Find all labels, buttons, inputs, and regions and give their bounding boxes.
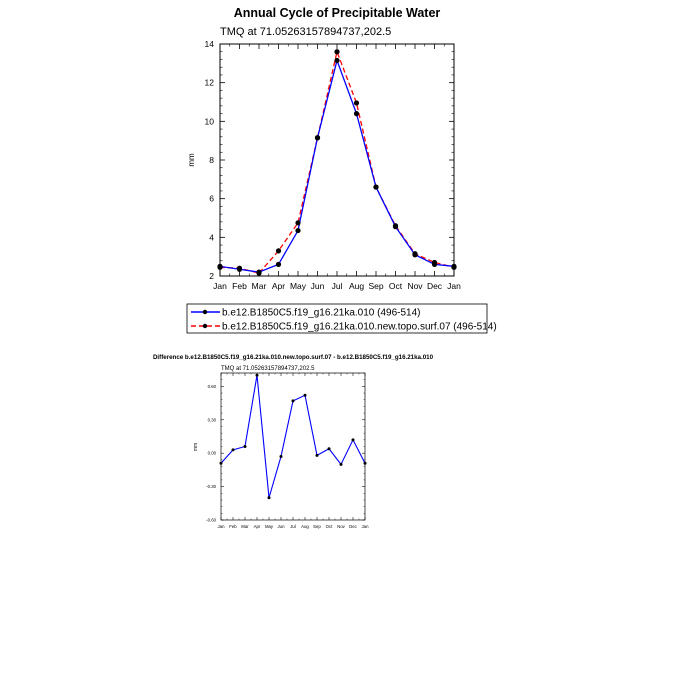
y-tick-label: 8 <box>209 155 214 165</box>
data-point-series-1 <box>219 461 223 465</box>
x-tick-label: Feb <box>232 281 247 291</box>
x-tick-label: Jan <box>213 281 227 291</box>
series-line-1 <box>220 375 366 498</box>
data-point-series-1 <box>291 399 295 403</box>
data-point-series-1 <box>339 462 343 466</box>
y-tick-label: 4 <box>209 232 214 242</box>
data-point-series-1 <box>255 373 259 377</box>
x-tick-label: Oct <box>326 524 333 529</box>
x-tick-label: Apr <box>254 524 261 529</box>
x-tick-label: May <box>265 524 274 529</box>
data-point-series-1 <box>275 261 282 267</box>
y-tick-label: 0.30 <box>208 417 217 422</box>
y-tick-label: 12 <box>205 78 215 88</box>
difference-plot-axes: Jan Feb Mar Apr May Jun Jul Aug Sep Oct Nov Dec Jan-… <box>206 372 370 529</box>
x-tick-label: Dec <box>349 524 357 529</box>
x-tick-label: Feb <box>229 524 237 529</box>
data-point-series-2 <box>431 259 438 266</box>
data-point-series-2 <box>353 100 360 106</box>
data-point-series-1 <box>243 445 247 448</box>
chart-subtitle: TMQ at 71.05263157894737,202.5 <box>220 26 391 38</box>
chart-title: Annual Cycle of Precipitable Water <box>234 6 441 20</box>
y-tick-label: 6 <box>209 194 214 204</box>
x-tick-label: Jun <box>311 281 325 291</box>
y-axis-label: mm <box>187 153 196 167</box>
legend-label-series-1: b.e12.B1850C5.f19_g16.21ka.010 (496-514) <box>222 308 421 319</box>
y-tick-label: -0.60 <box>206 518 216 523</box>
data-point-series-2 <box>236 265 243 271</box>
x-tick-label: Mar <box>252 281 267 291</box>
x-tick-label: Sep <box>313 524 321 529</box>
data-point-series-1 <box>231 448 235 452</box>
x-tick-label: Aug <box>301 524 309 529</box>
plot-axes: Jan Feb Mar Apr May Jun Jul Aug Sep Oct Nov Dec Jan2… <box>205 39 462 291</box>
series-line-1 <box>219 58 455 273</box>
x-tick-label: Jan <box>362 524 370 529</box>
x-tick-label: Jan <box>447 281 461 291</box>
y-tick-label: -0.30 <box>206 484 216 489</box>
x-tick-label: Nov <box>337 524 345 529</box>
difference-series-layer <box>219 373 367 500</box>
y-tick-label: 0.60 <box>208 384 217 389</box>
data-point-series-1 <box>267 496 271 500</box>
data-point-series-1 <box>351 438 355 442</box>
data-point-series-1 <box>363 461 367 465</box>
y-tick-label: 10 <box>205 116 215 126</box>
data-point-series-2 <box>295 220 301 226</box>
data-point-series-2 <box>412 251 418 257</box>
x-tick-label: Apr <box>272 281 285 291</box>
x-tick-label: Jan <box>218 524 226 529</box>
data-point-series-1 <box>279 455 283 459</box>
plot-frame <box>219 43 455 277</box>
x-tick-label: Oct <box>389 281 403 291</box>
data-point-series-2 <box>392 223 399 229</box>
y-tick-label: 0.00 <box>208 451 217 456</box>
data-point-series-2 <box>256 270 262 276</box>
x-tick-label: Dec <box>427 281 443 291</box>
data-point-series-2 <box>275 248 282 254</box>
x-tick-label: Jul <box>290 524 296 529</box>
legend: b.e12.B1850C5.f19_g16.21ka.010 (496-514)… <box>186 303 497 334</box>
difference-chart-title: Difference b.e12.B1850C5.f19_g16.21ka.01… <box>153 354 434 361</box>
data-point-series-1 <box>303 393 307 397</box>
difference-y-axis-label: mm <box>193 443 199 451</box>
difference-chart: Difference b.e12.B1850C5.f19_g16.21ka.01… <box>153 354 434 529</box>
x-tick-label: May <box>290 281 307 291</box>
x-tick-label: Mar <box>241 524 249 529</box>
data-point-series-1 <box>315 453 319 457</box>
x-tick-label: Nov <box>407 281 423 291</box>
annual-cycle-chart: Annual Cycle of Precipitable Water TMQ a… <box>187 6 461 291</box>
plot-frame <box>220 372 366 521</box>
x-tick-label: Sep <box>368 281 383 291</box>
data-point-series-1 <box>353 111 360 117</box>
x-tick-label: Aug <box>349 281 364 291</box>
data-point-series-1 <box>327 447 331 451</box>
data-point-series-2 <box>314 135 321 141</box>
legend-box <box>186 303 488 334</box>
y-tick-label: 14 <box>205 39 215 49</box>
series-line-2 <box>219 49 455 274</box>
legend-marker-series-1 <box>202 309 208 315</box>
data-point-series-2 <box>373 184 379 190</box>
data-point-series-2 <box>451 264 457 270</box>
data-point-series-1 <box>295 227 301 234</box>
series-layer <box>217 49 457 276</box>
x-tick-label: Jun <box>278 524 286 529</box>
difference-chart-subtitle: TMQ at 71.05263157894737,202.5 <box>221 366 315 372</box>
data-point-series-2 <box>334 49 340 55</box>
legend-label-series-2: b.e12.B1850C5.f19_g16.21ka.010.new.topo.… <box>222 322 497 333</box>
y-tick-label: 2 <box>209 271 214 281</box>
data-point-series-2 <box>217 264 223 270</box>
legend-marker-series-2 <box>202 323 208 329</box>
data-point-series-1 <box>334 57 340 64</box>
x-tick-label: Jul <box>332 281 343 291</box>
